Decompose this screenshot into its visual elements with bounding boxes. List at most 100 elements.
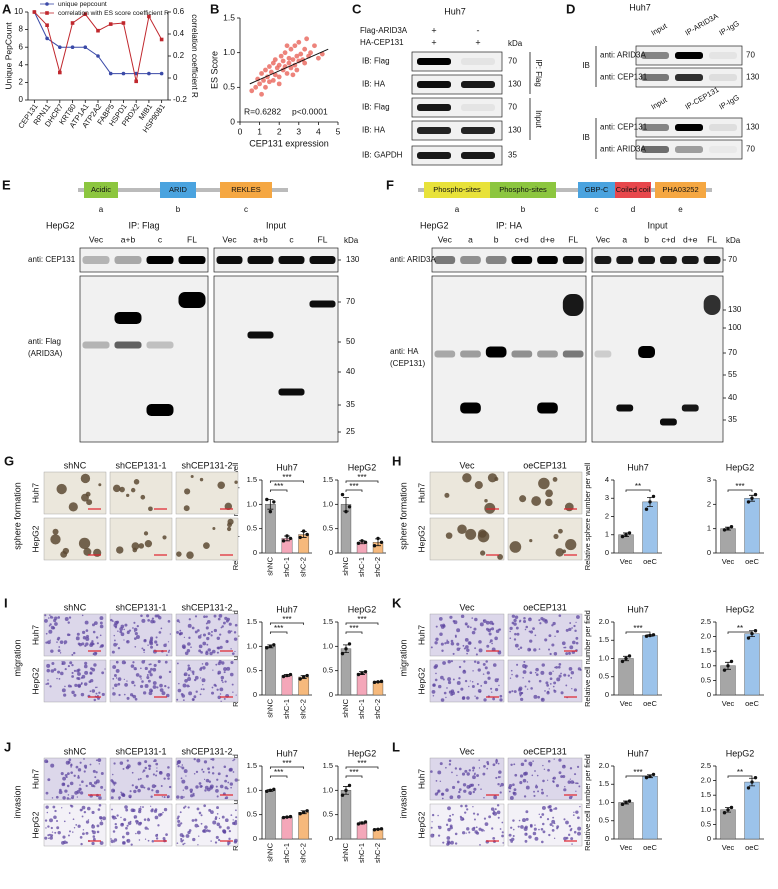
cell — [204, 825, 208, 829]
cell — [492, 663, 497, 667]
cell — [460, 687, 464, 691]
x-tick-label: shC-2 — [299, 699, 308, 719]
cell — [450, 693, 453, 696]
cell — [203, 760, 208, 764]
cell — [57, 616, 61, 619]
data-point — [356, 672, 361, 677]
blot-band — [309, 256, 336, 264]
domain-label: Phospho-sites — [499, 185, 547, 194]
cell — [458, 665, 462, 669]
cell — [555, 630, 559, 634]
blot-band — [146, 341, 174, 349]
x-tick-label: Vec — [722, 557, 735, 566]
cell — [45, 827, 47, 829]
cell — [113, 634, 115, 637]
chart-title: HepG2 — [348, 604, 377, 614]
label: 70 — [746, 145, 755, 154]
y-tick-label: 0 — [605, 834, 609, 843]
cell — [508, 833, 512, 837]
cell — [183, 505, 190, 512]
cell — [534, 836, 539, 841]
data-point — [268, 644, 273, 649]
cell — [95, 779, 100, 784]
cell — [543, 768, 546, 770]
cell — [514, 643, 519, 648]
cell — [104, 789, 106, 791]
cell — [133, 684, 136, 687]
cell — [73, 651, 76, 655]
label: anti: CEP131 — [28, 255, 76, 264]
blot-band — [82, 341, 110, 349]
data-point — [750, 780, 754, 784]
cell — [548, 833, 551, 837]
label: IB: Flag — [362, 57, 390, 66]
lane-label: c — [158, 234, 163, 244]
bar — [720, 809, 736, 840]
cell — [176, 662, 179, 665]
cell — [525, 625, 529, 629]
data-point — [722, 811, 727, 815]
cell — [216, 806, 219, 810]
cell — [468, 831, 471, 834]
y-tick-label: 0.5 — [247, 666, 257, 675]
cell — [96, 686, 98, 688]
point — [284, 43, 290, 49]
label: 130 — [508, 80, 522, 89]
cell — [214, 817, 218, 821]
cell — [138, 807, 142, 811]
y-tick-label: 0 — [253, 690, 257, 699]
panel-letter: E — [2, 177, 11, 192]
cell — [491, 642, 493, 645]
cell — [578, 785, 581, 788]
cell — [85, 831, 89, 835]
cell — [74, 683, 78, 688]
cell — [168, 649, 171, 652]
cell — [81, 493, 89, 502]
cell — [160, 627, 163, 630]
row-label: Huh7 — [416, 769, 426, 790]
cell — [71, 794, 73, 797]
label: 70 — [728, 255, 737, 264]
cell — [89, 672, 92, 675]
cell — [549, 682, 552, 685]
cell — [456, 780, 460, 784]
cell — [230, 648, 232, 650]
bar — [281, 816, 293, 840]
cell — [200, 634, 202, 636]
cell — [184, 842, 186, 845]
cell — [117, 682, 121, 686]
panel-letter: I — [4, 595, 8, 610]
y2-tick-label: -0.2 — [173, 95, 187, 104]
lane-label: FL — [568, 234, 578, 244]
cell — [133, 479, 140, 485]
cell — [202, 633, 206, 637]
blot-band — [537, 256, 558, 264]
cell — [165, 643, 167, 645]
cell — [533, 827, 537, 831]
domain — [490, 182, 556, 198]
cell — [49, 685, 52, 688]
cell — [66, 633, 70, 637]
cell — [177, 688, 182, 693]
cell — [136, 624, 139, 628]
y-tick-label: 1.5 — [323, 761, 333, 770]
data-point — [627, 799, 632, 803]
bar — [618, 658, 634, 696]
cell — [519, 774, 524, 778]
cell — [519, 781, 523, 785]
y-tick-label: 0 — [329, 548, 333, 557]
lane-label: b — [644, 234, 649, 244]
data-point — [620, 534, 625, 539]
cell — [126, 759, 129, 762]
cell — [525, 833, 528, 835]
cell — [568, 627, 572, 631]
cell — [447, 680, 452, 685]
cell — [430, 646, 433, 649]
cell — [72, 795, 75, 797]
cell — [469, 680, 471, 682]
cell — [221, 625, 224, 628]
y-tick-label: 0.5 — [247, 810, 257, 819]
point — [253, 84, 259, 90]
cell — [440, 698, 445, 702]
cell — [524, 628, 527, 631]
